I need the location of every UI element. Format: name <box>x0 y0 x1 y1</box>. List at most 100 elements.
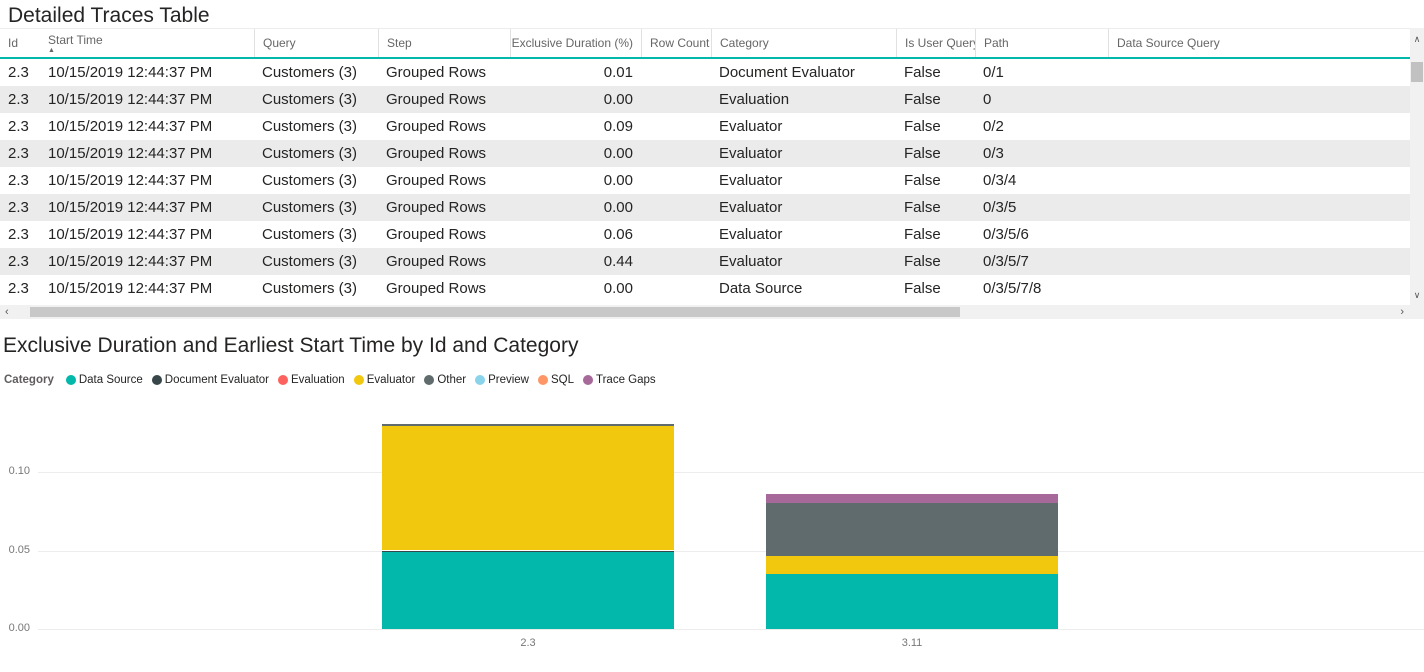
table-cell-data-source-query <box>1108 248 1408 275</box>
table-cell-path: 0/3 <box>983 145 1004 162</box>
table-row[interactable]: 2.3 10/15/2019 12:44:37 PM Customers (3) Gr… <box>0 194 1410 221</box>
table-row[interactable]: 2.3 10/15/2019 12:44:37 PM Customers (3) Gr… <box>0 221 1410 248</box>
table-row[interactable]: 2.3 10/15/2019 12:44:37 PM Customers (3) Gr… <box>0 167 1410 194</box>
table-cell-is-user-query: False <box>904 145 941 162</box>
legend-color-dot <box>583 375 593 385</box>
table-cell-row-count <box>641 221 711 248</box>
legend-item-label: Data Source <box>78 374 143 386</box>
legend-item-evaluation[interactable]: Evaluation <box>278 374 345 386</box>
legend-item-other[interactable]: Other <box>424 374 466 386</box>
bar-segment-data-source[interactable] <box>382 552 674 629</box>
table-cell-row-count <box>641 140 711 167</box>
table-cell-category: Evaluation <box>719 91 790 108</box>
legend-item-label: Document Evaluator <box>164 374 269 386</box>
table-horizontal-scrollbar[interactable]: ‹ › <box>0 305 1424 319</box>
table-cell-is-user-query: False <box>904 118 941 135</box>
column-header-query[interactable]: Query <box>254 29 378 57</box>
column-header-label: Data Source Query <box>1117 36 1220 50</box>
legend-color-dot <box>353 375 364 385</box>
table-row[interactable]: 2.3 10/15/2019 12:44:37 PM Customers (3) Gr… <box>0 113 1410 140</box>
table-cell-data-source-query <box>1108 194 1408 221</box>
table-cell-exclusive-duration-: 0.00 <box>603 91 633 108</box>
bar-segment-other[interactable] <box>382 424 674 427</box>
table-cell-path: 0/3/5 <box>983 199 1017 216</box>
legend-item-document-evaluator[interactable]: Document Evaluator <box>151 374 269 386</box>
table-cell-row-count <box>641 194 711 221</box>
table-cell-data-source-query <box>1108 59 1408 86</box>
scroll-right-icon[interactable]: › <box>1400 306 1404 318</box>
legend-item-label: Trace Gaps <box>596 374 656 386</box>
legend-color-dot <box>475 375 486 385</box>
y-axis-tick-label: 0.05 <box>8 543 30 556</box>
table-row[interactable]: 2.3 10/15/2019 12:44:37 PM Customers (3) Gr… <box>0 86 1410 113</box>
table-cell-id: 2.3 <box>8 226 29 243</box>
scroll-up-icon[interactable]: ∧ <box>1413 34 1421 44</box>
column-header-row-count[interactable]: Row Count <box>641 29 711 57</box>
vertical-scrollbar-thumb[interactable] <box>1411 62 1423 82</box>
table-cell-path: 0/3/5/6 <box>983 226 1029 243</box>
table-cell-id: 2.3 <box>8 172 29 189</box>
legend-item-sql[interactable]: SQL <box>537 374 574 386</box>
table-cell-path: 0/3/5/7 <box>983 253 1029 270</box>
table-row[interactable]: 2.3 10/15/2019 12:44:37 PM Customers (3) Gr… <box>0 248 1410 275</box>
gridline <box>38 629 1424 630</box>
table-cell-id: 2.3 <box>8 199 29 216</box>
legend-item-label: Evaluation <box>291 374 345 386</box>
table-cell-id: 2.3 <box>8 91 29 108</box>
table-cell-exclusive-duration-: 0.01 <box>603 64 633 81</box>
bar-segment-evaluator[interactable] <box>382 426 674 551</box>
table-cell-is-user-query: False <box>904 172 941 189</box>
bar-segment-data-source[interactable] <box>766 574 1058 629</box>
bar-segment-trace-gaps[interactable] <box>766 493 1058 504</box>
x-axis-category-label: 2.3 <box>520 637 536 649</box>
table-cell-step: Grouped Rows <box>386 118 487 135</box>
horizontal-scrollbar-thumb[interactable] <box>30 307 960 317</box>
column-header-exclusive-duration-[interactable]: Exclusive Duration (%) <box>510 29 641 57</box>
column-header-label: Is User Query <box>905 36 975 50</box>
legend-item-preview[interactable]: Preview <box>475 374 529 386</box>
column-header-is-user-query[interactable]: Is User Query <box>896 29 975 57</box>
column-header-data-source-query[interactable]: Data Source Query <box>1108 29 1408 57</box>
legend-item-label: Evaluator <box>366 374 416 386</box>
x-axis-category-label: 3.11 <box>901 637 923 649</box>
table-cell-row-count <box>641 59 711 86</box>
table-row[interactable]: 2.3 10/15/2019 12:44:37 PM Customers (3) Gr… <box>0 140 1410 167</box>
column-header-id[interactable]: Id <box>0 29 40 57</box>
table-cell-row-count <box>641 86 711 113</box>
table-cell-category: Evaluator <box>719 199 783 216</box>
table-cell-category: Evaluator <box>719 226 783 243</box>
table-cell-step: Grouped Rows <box>386 64 487 81</box>
legend-item-data-source[interactable]: Data Source <box>65 374 143 386</box>
column-header-category[interactable]: Category <box>711 29 896 57</box>
table-cell-data-source-query <box>1108 167 1408 194</box>
legend-item-evaluator[interactable]: Evaluator <box>353 374 416 386</box>
bar-segment-evaluator[interactable] <box>766 555 1058 575</box>
table-cell-exclusive-duration-: 0.09 <box>603 118 633 135</box>
column-header-path[interactable]: Path <box>975 29 1108 57</box>
table-cell-data-source-query <box>1108 275 1408 302</box>
table-cell-query: Customers (3) <box>262 199 358 216</box>
legend-color-dot <box>424 375 435 385</box>
table-cell-row-count <box>641 113 711 140</box>
bar-segment-other[interactable] <box>766 503 1058 556</box>
column-header-start-time[interactable]: Start Time ▲ <box>40 29 254 57</box>
table-cell-category: Evaluator <box>719 145 783 162</box>
table-cell-category: Evaluator <box>719 253 783 270</box>
legend-color-dot <box>537 375 548 385</box>
table-row[interactable]: 2.3 10/15/2019 12:44:37 PM Customers (3) Gr… <box>0 59 1410 86</box>
scroll-down-icon[interactable]: ∨ <box>1413 290 1421 300</box>
traces-table: Id Start Time ▲ Query Step Exclusive Duration… <box>0 28 1410 302</box>
table-row[interactable]: 2.3 10/15/2019 12:44:37 PM Customers (3) Gr… <box>0 275 1410 302</box>
table-cell-start-time: 10/15/2019 12:44:37 PM <box>48 226 213 243</box>
scroll-left-icon[interactable]: ‹ <box>5 306 9 318</box>
gridline <box>38 472 1424 473</box>
column-header-label: Id <box>8 36 19 50</box>
chart-title: Exclusive Duration and Earliest Start Ti… <box>3 334 579 357</box>
legend-item-label: Other <box>437 374 467 386</box>
table-cell-category: Document Evaluator <box>719 64 855 81</box>
legend-color-dot <box>278 375 288 385</box>
table-vertical-scrollbar[interactable]: ∧ ∨ <box>1410 28 1424 305</box>
legend-item-trace-gaps[interactable]: Trace Gaps <box>583 374 656 386</box>
bar-segment-document-evaluator[interactable] <box>382 550 674 553</box>
column-header-step[interactable]: Step <box>378 29 510 57</box>
